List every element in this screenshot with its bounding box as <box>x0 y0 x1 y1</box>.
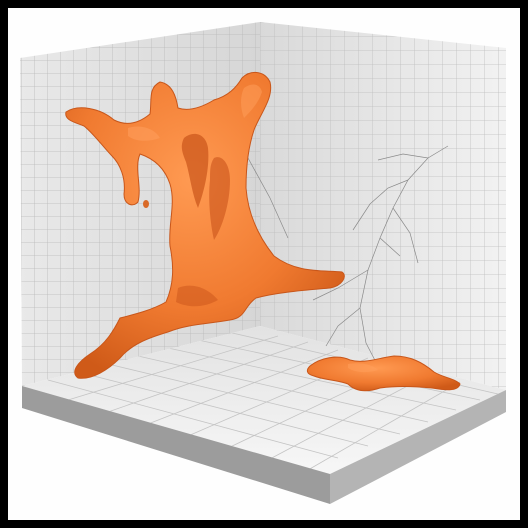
image-frame <box>8 8 520 520</box>
base-left-side <box>22 386 330 504</box>
orange-sculpture <box>65 72 345 379</box>
base-right-side <box>330 390 506 504</box>
room-scene <box>20 22 506 504</box>
orange-puddle <box>306 355 461 392</box>
right-wall <box>260 22 506 390</box>
wall-cracks <box>247 145 449 371</box>
